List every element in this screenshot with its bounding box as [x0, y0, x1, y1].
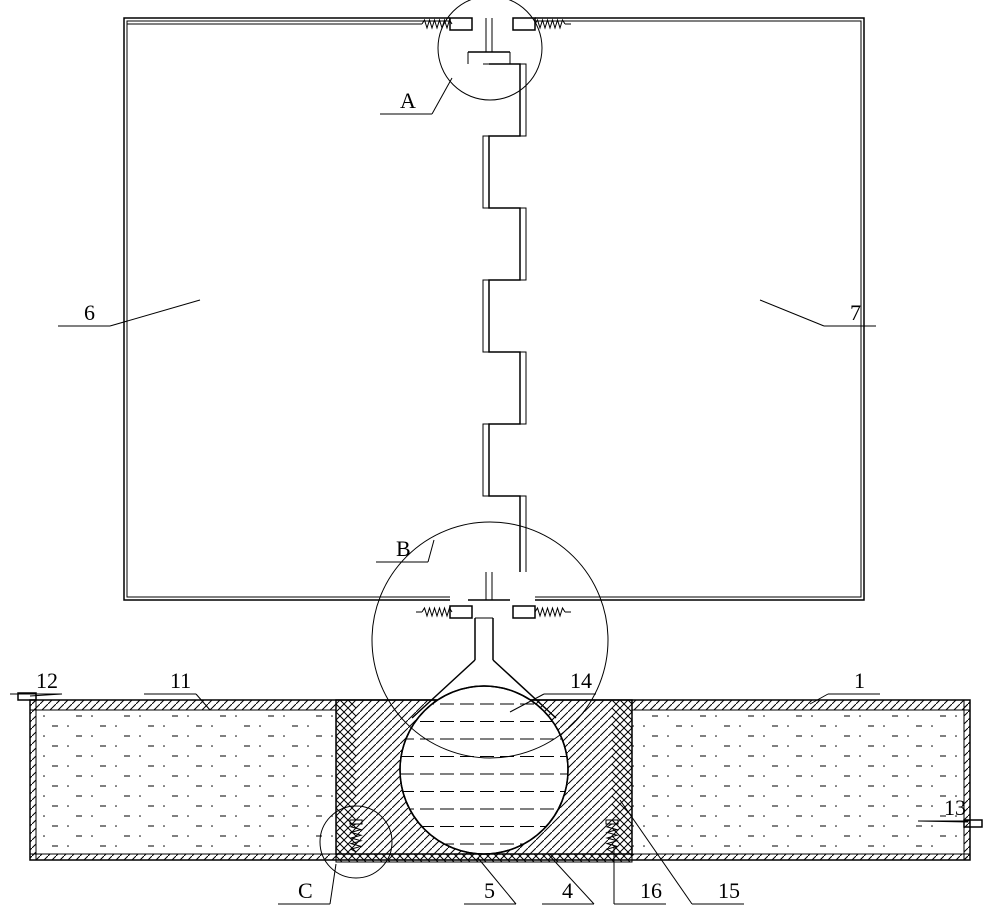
label-11: 11: [170, 668, 191, 693]
label-13: 13: [944, 795, 966, 820]
label-16: 16: [640, 878, 662, 903]
label-12: 12: [36, 668, 58, 693]
label-15: 15: [718, 878, 740, 903]
label-6: 6: [84, 300, 95, 325]
label-A: A: [400, 88, 416, 113]
label-C: C: [298, 878, 313, 903]
label-7: 7: [850, 300, 861, 325]
label-5: 5: [484, 878, 495, 903]
label-4: 4: [562, 878, 573, 903]
label-1: 1: [854, 668, 865, 693]
label-B: B: [396, 536, 411, 561]
label-14: 14: [570, 668, 592, 693]
